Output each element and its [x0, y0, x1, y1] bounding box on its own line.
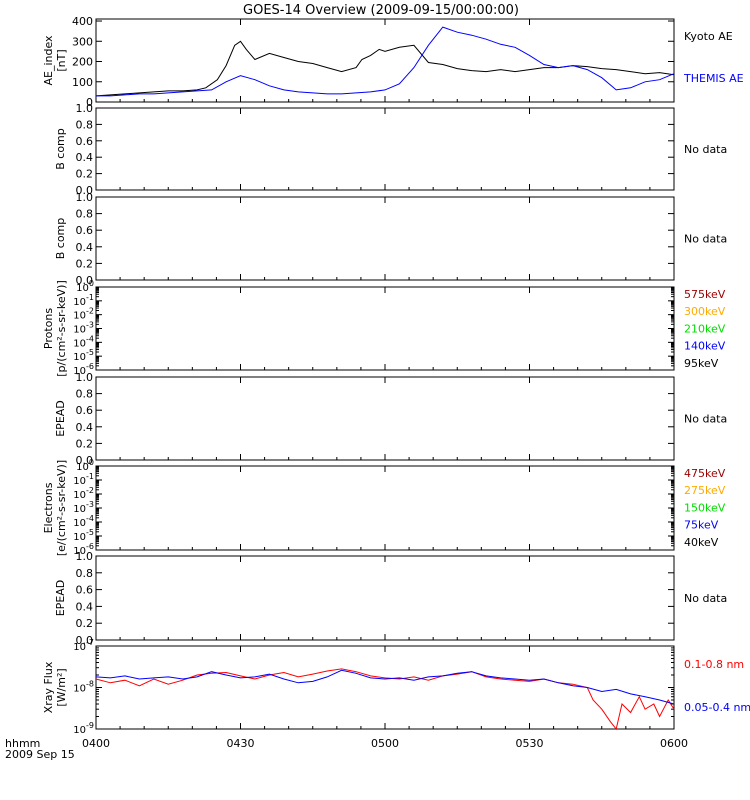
y-tick-label-epead1: 0.4 [76, 421, 94, 434]
y-tick-label-xray: 10-7 [73, 638, 94, 653]
y-axis-label-bcomp1: B comp [54, 128, 67, 170]
y-axis-label-epead2: EPEAD [54, 580, 67, 617]
y-tick-label-epead1: 0.2 [76, 437, 94, 450]
y-tick-label-xray: 10-8 [73, 680, 94, 695]
y-tick-label-epead1: 1.0 [76, 371, 94, 384]
y-tick-label-bcomp2: 0.6 [76, 224, 94, 237]
y-tick-label-epead2: 0.8 [76, 567, 94, 580]
x-tick-label: 0400 [82, 737, 110, 750]
y-tick-label-epead2: 0.4 [76, 600, 94, 613]
y-tick-label-protons: 10-4 [73, 334, 94, 349]
y-tick-label-electrons: 10-2 [73, 486, 94, 501]
y-axis-label-ae: AE_index [42, 35, 55, 86]
footer-date-label: 2009 Sep 15 [5, 748, 75, 761]
legend-energy-channel: 150keV [684, 501, 726, 514]
y-tick-label-ae: 300 [72, 35, 93, 48]
legend-kyoto-ae: Kyoto AE [684, 30, 733, 43]
y-tick-label-protons: 10-5 [73, 348, 94, 363]
y-axis-unit-ae: [nT] [55, 49, 68, 71]
y-tick-label-electrons: 10-6 [73, 542, 94, 557]
legend-energy-channel: 210keV [684, 322, 726, 335]
legend-energy-channel: 300keV [684, 305, 726, 318]
y-tick-label-epead1: 0.6 [76, 404, 94, 417]
panels-group: 0 100 200 300 400 AE_index [nT] Kyoto AE THEMIS … [42, 15, 750, 750]
y-tick-label-bcomp1: 0.2 [76, 168, 94, 181]
no-data-note: No data [684, 233, 727, 246]
y-tick-label-electrons: 100 [76, 458, 94, 473]
series-line-Kyoto-AE [95, 40, 675, 97]
y-axis-unit-protons: [p/(cm²-s-sr-keV)] [55, 280, 68, 377]
legend-energy-channel: 140keV [684, 340, 726, 353]
y-tick-label-protons: 10-3 [73, 321, 94, 336]
series-line-THEMIS-AE [96, 26, 675, 97]
y-tick-label-epead2: 0.0 [76, 634, 94, 647]
x-tick-label: 0500 [371, 737, 399, 750]
y-tick-label-electrons: 10-5 [73, 528, 94, 543]
y-tick-label-bcomp1: 0.6 [76, 135, 94, 148]
y-tick-label-bcomp1: 0.0 [76, 184, 94, 197]
series-line-0.1-0.8 nm [95, 668, 675, 731]
y-axis-label-protons: Protons [42, 308, 55, 349]
x-tick-label: 0530 [516, 737, 544, 750]
y-tick-label-epead2: 1.0 [76, 550, 94, 563]
no-data-note: No data [684, 413, 727, 426]
y-axis-unit-electrons: [e/(cm²-s-sr-keV)] [55, 460, 68, 556]
y-axis-unit-xray: [W/m²] [55, 668, 68, 706]
y-tick-label-protons: 10-6 [73, 362, 94, 377]
legend-energy-channel: 575keV [684, 288, 726, 301]
legend-energy-channel: 475keV [684, 467, 726, 480]
panel-frame-epead2 [95, 555, 675, 641]
y-tick-label-bcomp2: 0.0 [76, 274, 94, 287]
legend-energy-channel: 95keV [684, 357, 719, 370]
y-tick-label-xray: 10-9 [73, 721, 94, 736]
y-tick-label-epead1: 0.0 [76, 454, 94, 467]
y-tick-label-epead2: 0.6 [76, 584, 94, 597]
y-axis-label-xray: Xray Flux [42, 661, 55, 713]
y-tick-label-bcomp2: 0.4 [76, 241, 94, 254]
y-tick-label-ae: 400 [72, 15, 93, 28]
legend-energy-channel: 75keV [684, 519, 719, 532]
panel-frame-protons [95, 286, 675, 371]
legend-energy-channel: 40keV [684, 536, 719, 549]
no-data-note: No data [684, 143, 727, 156]
y-tick-label-protons: 10-2 [73, 307, 94, 322]
legend-xray-short: 0.05-0.4 nm [684, 701, 750, 714]
series-line-0.05-0.4 nm [95, 669, 675, 705]
y-axis-label-electrons: Electrons [42, 482, 55, 533]
y-tick-label-protons: 100 [76, 279, 94, 294]
figure-title: GOES-14 Overview (2009-09-15/00:00:00) [243, 3, 519, 18]
no-data-note: No data [684, 592, 727, 605]
y-tick-label-epead2: 0.2 [76, 617, 94, 630]
y-tick-label-bcomp2: 1.0 [76, 191, 94, 204]
footer-hhmm-label: hhmm [5, 737, 40, 750]
panel-frame-bcomp1 [95, 107, 675, 191]
y-tick-label-ae: 0 [86, 96, 93, 109]
y-tick-label-ae: 200 [72, 56, 93, 69]
panel-frame-bcomp2 [95, 196, 675, 281]
y-tick-label-electrons: 10-3 [73, 500, 94, 515]
y-tick-label-bcomp1: 1.0 [76, 102, 94, 115]
x-tick-label: 0600 [660, 737, 688, 750]
y-tick-label-electrons: 10-4 [73, 514, 94, 529]
y-tick-label-epead1: 0.8 [76, 388, 94, 401]
y-tick-label-ae: 100 [72, 76, 93, 89]
legend-themis-ae: THEMIS AE [683, 72, 744, 85]
panel-frame-epead1 [95, 376, 675, 461]
y-tick-label-electrons: 10-1 [73, 472, 94, 487]
y-tick-label-bcomp1: 0.8 [76, 118, 94, 131]
y-tick-label-protons: 10-1 [73, 293, 94, 308]
legend-energy-channel: 275keV [684, 484, 726, 497]
y-axis-label-bcomp2: B comp [54, 218, 67, 260]
y-axis-label-epead1: EPEAD [54, 400, 67, 437]
y-tick-label-bcomp1: 0.4 [76, 151, 94, 164]
y-tick-label-bcomp2: 0.8 [76, 208, 94, 221]
legend-xray-long: 0.1-0.8 nm [684, 658, 744, 671]
x-tick-label: 0430 [227, 737, 255, 750]
panel-frame-electrons [95, 465, 675, 551]
y-tick-label-bcomp2: 0.2 [76, 257, 94, 270]
